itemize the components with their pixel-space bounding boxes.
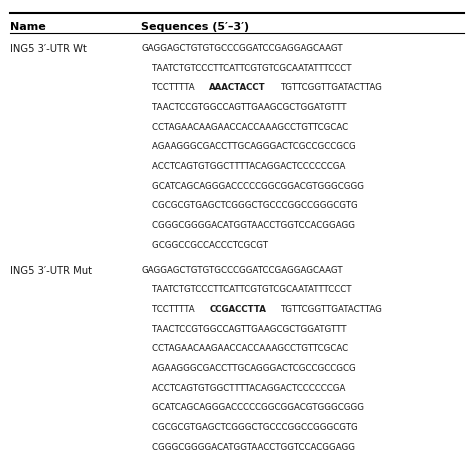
Text: TCCTTTTA: TCCTTTTA [141, 304, 195, 313]
Text: CGGGCGGGGACATGGTAACCTGGTCCACGGAGG: CGGGCGGGGACATGGTAACCTGGTCCACGGAGG [141, 220, 356, 229]
Text: TGTTCGGTTGATACTTAG: TGTTCGGTTGATACTTAG [281, 304, 383, 313]
Text: CCGACCTTA: CCGACCTTA [209, 304, 266, 313]
Text: Name: Name [10, 21, 46, 31]
Text: GAGGAGCTGTGTGCCCGGATCCGAGGAGCAAGT: GAGGAGCTGTGTGCCCGGATCCGAGGAGCAAGT [141, 265, 343, 274]
Text: Sequences (5′–3′): Sequences (5′–3′) [141, 21, 250, 31]
Text: AGAAGGGCGACCTTGCAGGGACTCGCCGCCGCG: AGAAGGGCGACCTTGCAGGGACTCGCCGCCGCG [141, 142, 356, 151]
Text: GCATCAGCAGGGACCCCCGGCGGACGTGGGCGGG: GCATCAGCAGGGACCCCCGGCGGACGTGGGCGGG [141, 181, 365, 190]
Text: GAGGAGCTGTGTGCCCGGATCCGAGGAGCAAGT: GAGGAGCTGTGTGCCCGGATCCGAGGAGCAAGT [141, 44, 343, 53]
Text: CGCGCGTGAGCTCGGGCTGCCCGGCCGGGCGTG: CGCGCGTGAGCTCGGGCTGCCCGGCCGGGCGTG [141, 201, 358, 210]
Text: TCCTTTTA: TCCTTTTA [141, 83, 195, 92]
Text: AAACTACCT: AAACTACCT [209, 83, 266, 92]
Text: TAACTCCGTGGCCAGTTGAAGCGCTGGATGTTT: TAACTCCGTGGCCAGTTGAAGCGCTGGATGTTT [141, 103, 347, 111]
Text: GCGGCCGCCACCCTCGCGT: GCGGCCGCCACCCTCGCGT [141, 240, 269, 249]
Text: TAATCTGTCCCTTCATTCGTGTCGCAATATTTCCCT: TAATCTGTCCCTTCATTCGTGTCGCAATATTTCCCT [141, 284, 352, 293]
Text: ING5 3′-UTR Mut: ING5 3′-UTR Mut [10, 265, 92, 275]
Text: CGGGCGGGGACATGGTAACCTGGTCCACGGAGG: CGGGCGGGGACATGGTAACCTGGTCCACGGAGG [141, 441, 356, 450]
Text: CCTAGAACAAGAACCACCAAAGCCTGTTCGCAC: CCTAGAACAAGAACCACCAAAGCCTGTTCGCAC [141, 344, 349, 353]
Text: CCTAGAACAAGAACCACCAAAGCCTGTTCGCAC: CCTAGAACAAGAACCACCAAAGCCTGTTCGCAC [141, 122, 349, 131]
Text: ACCTCAGTGTGGCTTTTACAGGACTCCCCCCGA: ACCTCAGTGTGGCTTTTACAGGACTCCCCCCGA [141, 383, 346, 392]
Text: TAATCTGTCCCTTCATTCGTGTCGCAATATTTCCCT: TAATCTGTCCCTTCATTCGTGTCGCAATATTTCCCT [141, 63, 352, 72]
Text: CGCGCGTGAGCTCGGGCTGCCCGGCCGGGCGTG: CGCGCGTGAGCTCGGGCTGCCCGGCCGGGCGTG [141, 422, 358, 431]
Text: ACCTCAGTGTGGCTTTTACAGGACTCCCCCCGA: ACCTCAGTGTGGCTTTTACAGGACTCCCCCCGA [141, 162, 346, 171]
Text: GCATCAGCAGGGACCCCCGGCGGACGTGGGCGGG: GCATCAGCAGGGACCCCCGGCGGACGTGGGCGGG [141, 402, 365, 411]
Text: ING5 3′-UTR Wt: ING5 3′-UTR Wt [10, 44, 87, 54]
Text: TGTTCGGTTGATACTTAG: TGTTCGGTTGATACTTAG [281, 83, 383, 92]
Text: AGAAGGGCGACCTTGCAGGGACTCGCCGCCGCG: AGAAGGGCGACCTTGCAGGGACTCGCCGCCGCG [141, 363, 356, 372]
Text: TAACTCCGTGGCCAGTTGAAGCGCTGGATGTTT: TAACTCCGTGGCCAGTTGAAGCGCTGGATGTTT [141, 324, 347, 333]
